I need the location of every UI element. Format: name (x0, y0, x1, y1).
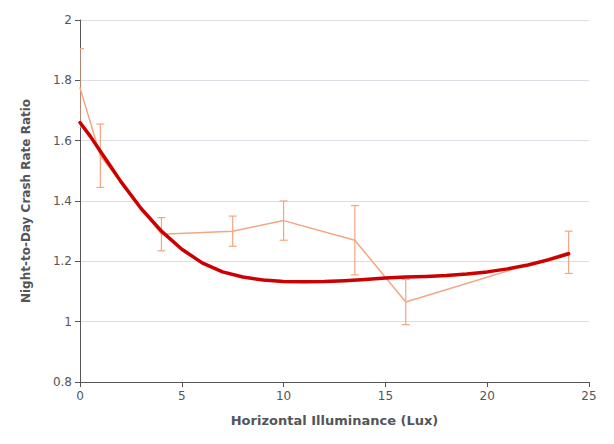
svg-text:1: 1 (64, 315, 72, 329)
svg-text:5: 5 (178, 389, 186, 403)
svg-text:Night-to-Day Crash Rate Ratio: Night-to-Day Crash Rate Ratio (19, 99, 33, 303)
svg-text:2: 2 (64, 13, 72, 27)
svg-text:10: 10 (276, 389, 291, 403)
svg-text:1.8: 1.8 (53, 73, 72, 87)
svg-text:Horizontal Illuminance (Lux): Horizontal Illuminance (Lux) (231, 413, 439, 428)
svg-text:1.6: 1.6 (53, 134, 72, 148)
svg-text:1.2: 1.2 (53, 254, 72, 268)
svg-text:20: 20 (480, 389, 495, 403)
svg-text:0.8: 0.8 (53, 375, 72, 389)
svg-text:0: 0 (76, 389, 84, 403)
svg-text:25: 25 (581, 389, 596, 403)
svg-text:15: 15 (378, 389, 393, 403)
svg-text:1.4: 1.4 (53, 194, 72, 208)
